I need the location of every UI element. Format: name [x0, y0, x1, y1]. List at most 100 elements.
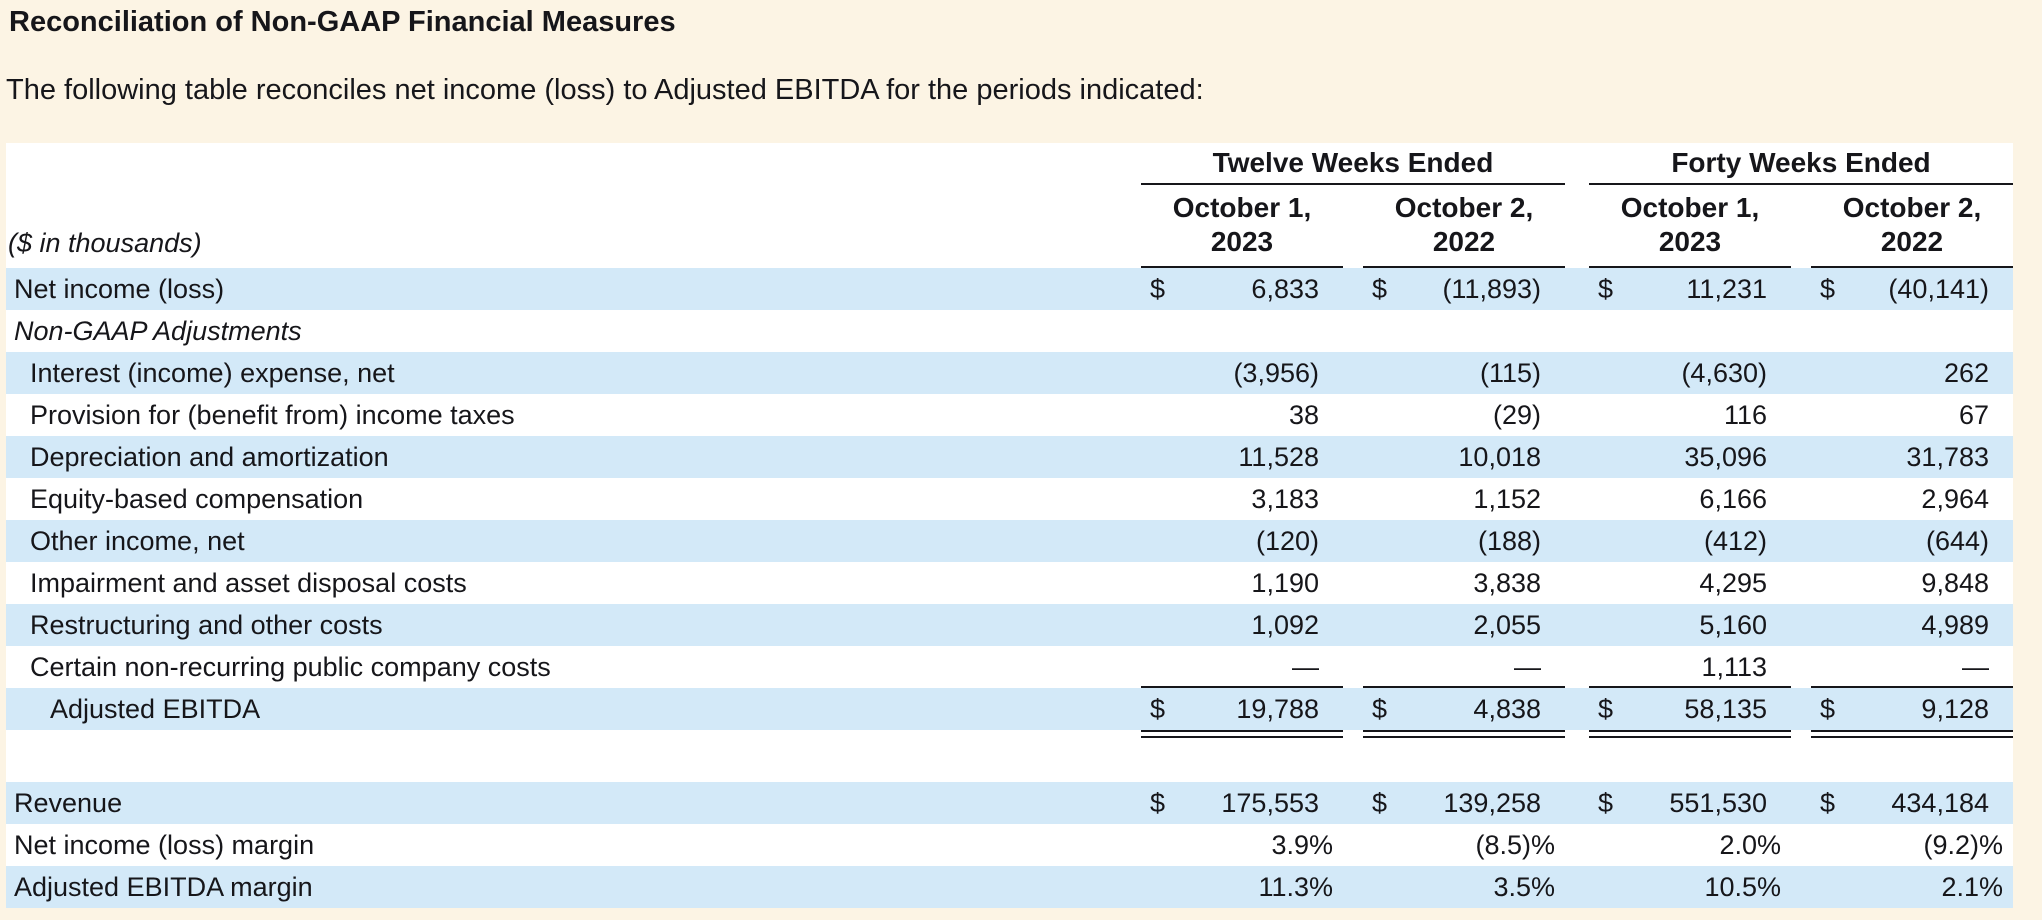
- cell-number: (11,893): [1442, 274, 1541, 304]
- double-rule: [1811, 730, 2013, 738]
- cell-value: 3,838: [1473, 568, 1541, 598]
- dollar-sign: $: [1150, 694, 1166, 724]
- row-label: Adjusted EBITDA: [50, 694, 261, 724]
- cell-value: [1811, 310, 2013, 352]
- double-rule: [1141, 730, 1343, 738]
- cell-value: —: [1363, 646, 1565, 688]
- cell-value: $ (40,141): [1811, 268, 2013, 310]
- cell-value: 4,295: [1699, 568, 1767, 598]
- cell-value: [1141, 310, 1343, 352]
- cell-value: (3,956): [1233, 358, 1319, 388]
- cell-value: 1,152: [1473, 484, 1541, 514]
- table-row: Provision for (benefit from) income taxe…: [6, 394, 2013, 436]
- cell-value: 5,160: [1699, 610, 1767, 640]
- cell-value: 6,166: [1699, 484, 1767, 514]
- column-header-oct2-2022: October 2, 2022: [1811, 185, 2013, 268]
- dollar-sign: $: [1150, 274, 1166, 304]
- cell-value: $ 19,788: [1141, 688, 1343, 730]
- cell-value: 38: [1288, 400, 1319, 430]
- dollar-sign: $: [1372, 788, 1388, 818]
- reconciliation-table: ($ in thousands) Twelve Weeks Ended Octo…: [6, 143, 2013, 908]
- cell-value: (29): [1492, 400, 1541, 430]
- cell-value: (120): [1255, 526, 1319, 556]
- intro-text: The following table reconciles net incom…: [6, 74, 1204, 106]
- spacer-row: [6, 738, 2013, 782]
- row-label: Net income (loss) margin: [14, 830, 315, 860]
- units-note: ($ in thousands): [8, 228, 202, 258]
- cell-value: (115): [1479, 358, 1541, 388]
- double-rule: [1589, 730, 1791, 738]
- dollar-sign: $: [1598, 274, 1614, 304]
- cell-number: 9,128: [1921, 694, 1989, 724]
- cell-value: $ 551,530: [1589, 782, 1791, 824]
- cell-value: 3.5%: [1493, 872, 1555, 902]
- cell-value: 262: [1943, 358, 1989, 388]
- column-header-line1: October 2,: [1842, 192, 1982, 223]
- column-group-forty-weeks: Forty Weeks Ended October 1, 2023 Octobe…: [1589, 143, 2013, 268]
- cell-value: [1363, 310, 1565, 352]
- cell-value: $ 9,128: [1811, 688, 2013, 730]
- cell-value: $ 11,231: [1589, 268, 1791, 310]
- cell-number: 551,530: [1669, 788, 1767, 818]
- column-group-twelve-weeks: Twelve Weeks Ended October 1, 2023 Octob…: [1141, 143, 1565, 268]
- cell-value: 11.3%: [1258, 872, 1333, 902]
- cell-number: 6,833: [1251, 274, 1319, 304]
- dollar-sign: $: [1820, 788, 1836, 818]
- column-group-dates: October 1, 2023 October 2, 2022: [1589, 185, 2013, 268]
- cell-value: —: [1811, 646, 2013, 688]
- cell-value: 1,190: [1251, 568, 1319, 598]
- cell-value: 67: [1958, 400, 1989, 430]
- column-header-line2: 2023: [1210, 226, 1274, 257]
- row-label: Certain non-recurring public company cos…: [30, 652, 551, 682]
- column-header-line2: 2022: [1880, 226, 1944, 257]
- table-row: Interest (income) expense, net (3,956) (…: [6, 352, 2013, 394]
- row-label: Depreciation and amortization: [30, 442, 389, 472]
- column-header-line1: October 2,: [1394, 192, 1534, 223]
- double-rule-row: [6, 730, 2013, 738]
- column-header-line1: October 1,: [1620, 192, 1760, 223]
- cell-value: $ 58,135: [1589, 688, 1791, 730]
- cell-value: 2.0%: [1719, 830, 1781, 860]
- double-rule: [1363, 730, 1565, 738]
- column-header-line1: October 1,: [1172, 192, 1312, 223]
- cell-number: 139,258: [1443, 788, 1541, 818]
- cell-value: 31,783: [1906, 442, 1989, 472]
- table-row: Restructuring and other costs 1,092 2,05…: [6, 604, 2013, 646]
- cell-number: 175,553: [1221, 788, 1319, 818]
- row-label: Impairment and asset disposal costs: [30, 568, 467, 598]
- cell-value: (4,630): [1681, 358, 1767, 388]
- row-label: Non-GAAP Adjustments: [14, 316, 302, 346]
- table-row: Depreciation and amortization 11,528 10,…: [6, 436, 2013, 478]
- page-title: Reconciliation of Non-GAAP Financial Mea…: [9, 6, 676, 38]
- column-group-title: Forty Weeks Ended: [1589, 143, 2013, 185]
- table-row: Non-GAAP Adjustments: [6, 310, 2013, 352]
- table-row: Net income (loss) $ 6,833 $ (11,893) $ 1…: [6, 268, 2013, 310]
- cell-number: 4,838: [1473, 694, 1541, 724]
- cell-value: $ (11,893): [1363, 268, 1565, 310]
- cell-number: 11,231: [1686, 274, 1767, 304]
- cell-number: (40,141): [1888, 274, 1989, 304]
- row-label: Revenue: [14, 788, 123, 818]
- cell-number: 434,184: [1891, 788, 1989, 818]
- column-header-oct2-2022: October 2, 2022: [1363, 185, 1565, 268]
- row-label: Equity-based compensation: [30, 484, 364, 514]
- cell-value: $ 6,833: [1141, 268, 1343, 310]
- cell-value: 3.9%: [1271, 830, 1333, 860]
- cell-value: 1,092: [1251, 610, 1319, 640]
- cell-value: (188): [1477, 526, 1541, 556]
- cell-value: (644): [1925, 526, 1989, 556]
- cell-value: $ 4,838: [1363, 688, 1565, 730]
- cell-value: (9.2)%: [1923, 830, 2003, 860]
- cell-value: $ 175,553: [1141, 782, 1343, 824]
- column-header-oct1-2023: October 1, 2023: [1141, 185, 1343, 268]
- cell-value: $ 139,258: [1363, 782, 1565, 824]
- table-row: Impairment and asset disposal costs 1,19…: [6, 562, 2013, 604]
- row-label: Interest (income) expense, net: [30, 358, 395, 388]
- rule-spacer: [6, 730, 1141, 738]
- column-group-dates: October 1, 2023 October 2, 2022: [1141, 185, 1565, 268]
- dollar-sign: $: [1598, 788, 1614, 818]
- cell-value: 116: [1723, 400, 1767, 430]
- cell-value: (8.5)%: [1475, 830, 1555, 860]
- table-row-total: Adjusted EBITDA $ 19,788 $ 4,838 $ 58,13…: [6, 688, 2013, 730]
- cell-value: 10.5%: [1704, 872, 1781, 902]
